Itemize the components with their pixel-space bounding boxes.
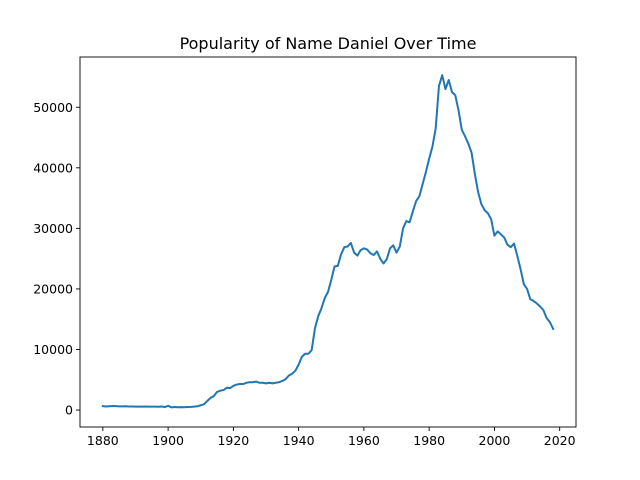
y-tick-label: 10000 <box>33 342 73 357</box>
y-tick-label: 50000 <box>33 100 73 115</box>
series-line <box>101 74 555 409</box>
y-tick-label: 40000 <box>33 160 73 175</box>
x-tick-label: 1900 <box>152 433 184 448</box>
axis-ticks: 1880 1900 1920 1940 1960 1980 2000 2020 0 10000 20… <box>33 100 575 448</box>
x-tick-label: 1940 <box>283 433 315 448</box>
x-tick-label: 2000 <box>479 433 511 448</box>
chart-title: Popularity of Name Daniel Over Time <box>180 34 477 53</box>
y-tick-label: 0 <box>65 403 73 418</box>
x-tick-label: 1880 <box>87 433 119 448</box>
x-tick-label: 2020 <box>544 433 576 448</box>
x-tick-label: 1960 <box>348 433 380 448</box>
x-tick-label: 1980 <box>413 433 445 448</box>
series-layer <box>101 74 555 409</box>
x-tick-label: 1920 <box>217 433 249 448</box>
plot-frame <box>79 56 577 428</box>
plot-area <box>80 57 576 427</box>
y-tick-label: 30000 <box>33 221 73 236</box>
y-tick-label: 20000 <box>33 281 73 296</box>
